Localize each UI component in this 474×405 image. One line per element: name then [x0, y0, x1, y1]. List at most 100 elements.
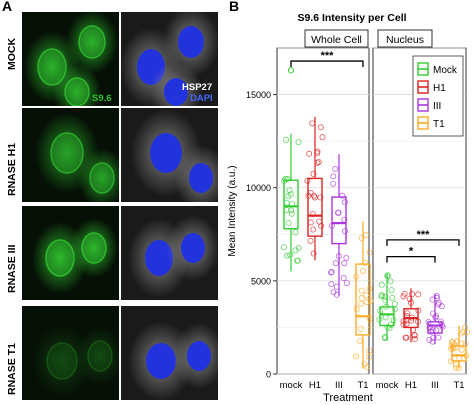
box-mock	[283, 179, 299, 230]
x-tick-label: T1	[357, 380, 368, 391]
legend-label: T1	[433, 119, 445, 130]
x-axis-label: Treatment	[323, 392, 373, 404]
data-point	[387, 278, 394, 285]
data-point	[292, 229, 299, 236]
data-point	[430, 334, 437, 341]
data-point	[448, 345, 455, 352]
data-point	[282, 175, 289, 182]
data-point	[406, 295, 413, 302]
data-point	[357, 325, 364, 332]
data-point	[438, 303, 445, 310]
box-mock	[379, 306, 395, 327]
data-point	[343, 254, 350, 261]
box-H1	[307, 177, 323, 237]
data-point	[292, 247, 299, 254]
significance-bracket	[386, 239, 460, 246]
data-point	[317, 124, 324, 131]
data-point	[330, 289, 337, 296]
data-point	[378, 292, 385, 299]
data-point	[435, 299, 442, 306]
data-point	[458, 346, 465, 353]
micrograph-hsp27-dapi-4	[121, 306, 218, 400]
chart-title: S9.6 Intensity per Cell	[297, 12, 406, 24]
data-point	[430, 310, 437, 317]
significance-bracket	[290, 60, 364, 68]
micrograph-hsp27-dapi-1	[121, 12, 218, 106]
data-point	[384, 272, 391, 279]
data-point	[460, 329, 467, 336]
data-point	[283, 252, 290, 259]
data-point	[283, 136, 290, 143]
data-point	[341, 199, 348, 206]
data-point	[280, 244, 287, 251]
data-point	[366, 347, 373, 354]
x-tick-label: H1	[405, 380, 417, 391]
channel-label-hsp27: HSP27	[182, 82, 213, 93]
y-tick-label: 10000	[246, 183, 271, 193]
data-point	[359, 267, 366, 274]
data-point	[311, 192, 318, 199]
data-point	[382, 335, 389, 342]
box-T1	[355, 263, 371, 336]
data-point	[285, 193, 292, 200]
micrograph-hsp27-dapi-2	[121, 108, 218, 202]
data-point	[306, 150, 313, 157]
data-point	[317, 194, 324, 201]
data-point	[404, 310, 411, 317]
data-point	[341, 228, 348, 235]
data-point	[288, 207, 295, 214]
data-point	[363, 292, 370, 299]
data-point	[353, 306, 360, 313]
facet-label: Nucleus	[386, 34, 424, 46]
significance-label: ***	[417, 229, 431, 241]
data-point	[295, 139, 302, 146]
data-point	[285, 220, 292, 227]
box-T1	[451, 345, 467, 362]
box-III	[427, 321, 443, 334]
data-point	[341, 260, 348, 267]
micrograph-s96-1	[22, 12, 119, 106]
legend-label: Mock	[433, 65, 458, 76]
data-point	[330, 180, 337, 187]
legend-label: III	[433, 101, 441, 112]
panel-b-letter: B	[229, 0, 240, 14]
x-tick-label: III	[431, 380, 439, 391]
data-point	[400, 293, 407, 300]
facet-strip-1	[304, 29, 369, 48]
channel-label-s96: S9.6	[92, 93, 112, 104]
data-point	[433, 292, 440, 299]
data-point	[378, 281, 385, 288]
data-point	[310, 170, 317, 177]
outlier-point	[287, 67, 295, 74]
data-point	[328, 268, 335, 275]
data-point	[358, 235, 365, 242]
data-point	[358, 295, 365, 302]
micrograph-s96-2	[22, 108, 119, 202]
facet-label: Whole Cell	[311, 34, 362, 46]
y-tick-label: 0	[266, 370, 271, 380]
panel-a-letter: A	[2, 0, 13, 14]
data-point	[409, 291, 416, 298]
data-point	[463, 329, 470, 336]
data-point	[310, 226, 317, 233]
data-point	[426, 336, 433, 343]
data-point	[411, 332, 418, 339]
data-point	[361, 361, 368, 368]
data-point	[294, 257, 301, 264]
data-point	[343, 280, 350, 287]
y-axis-label: Mean Intensity (a.u.)	[227, 165, 238, 256]
significance-label: ***	[321, 50, 335, 62]
x-tick-label: T1	[453, 380, 464, 391]
significance-bracket	[386, 255, 436, 263]
x-tick-label: III	[335, 380, 343, 391]
data-point	[328, 281, 335, 288]
y-tick-label: 15000	[246, 90, 271, 100]
x-tick-label: mock	[280, 380, 303, 391]
channel-label-dapi: DAPI	[190, 93, 213, 104]
micrograph-s96-4	[22, 306, 119, 400]
data-point	[332, 260, 339, 267]
data-point	[340, 275, 347, 282]
y-tick-label: 5000	[251, 276, 271, 286]
micrograph-s96-3	[22, 206, 119, 300]
